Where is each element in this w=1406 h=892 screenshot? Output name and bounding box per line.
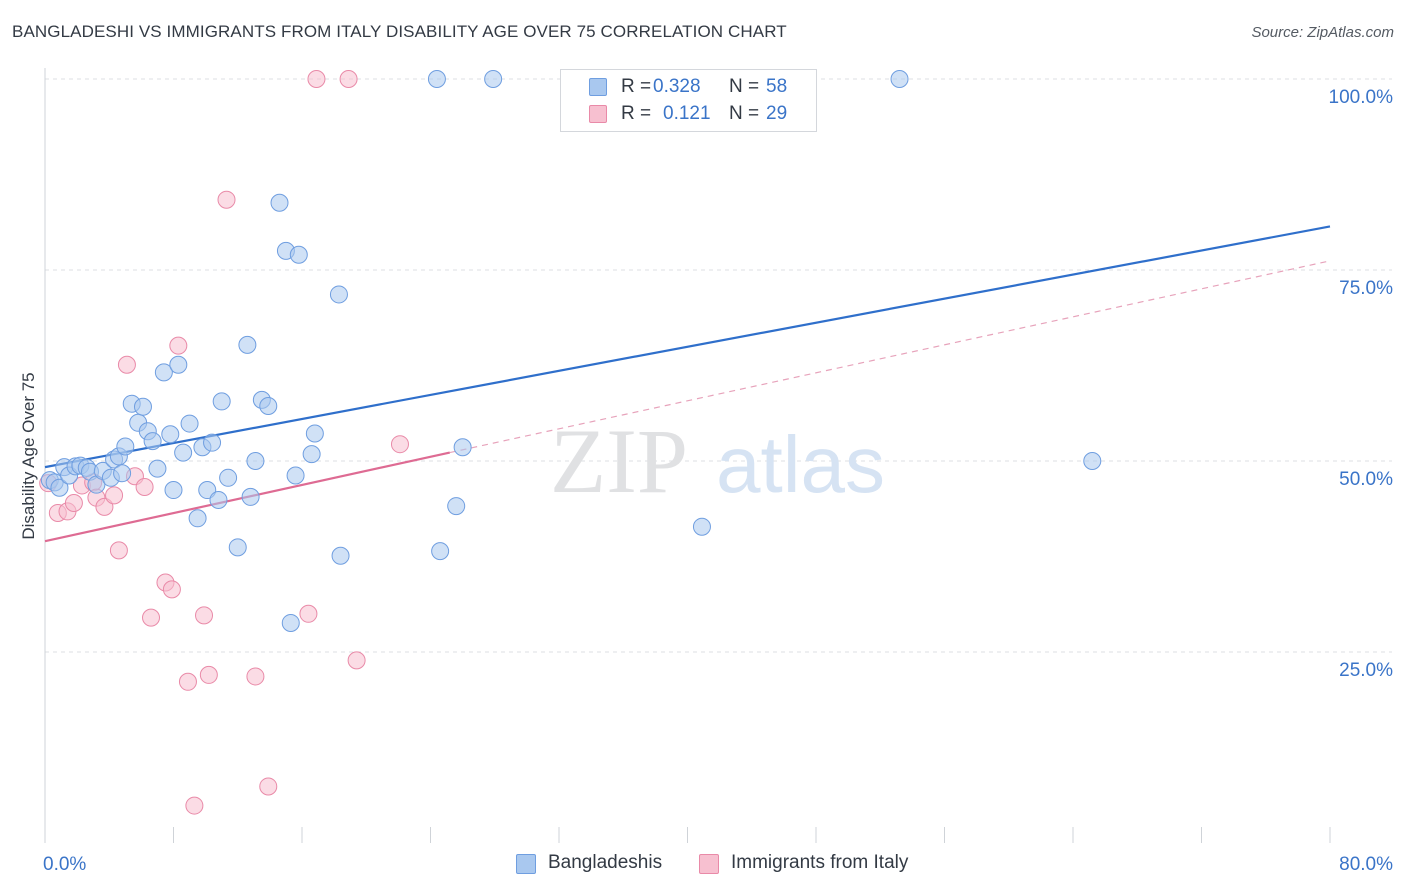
y-tick-label: 25.0% [1339, 660, 1393, 681]
point-bangladeshis [148, 459, 167, 478]
grid-lines [45, 78, 1392, 653]
point-bangladeshis [198, 481, 217, 500]
legend-n-label: N = [729, 76, 760, 97]
point-bangladeshis [692, 517, 711, 536]
point-italy [390, 435, 409, 454]
watermark-zip: ZIP [550, 410, 688, 512]
legend-n-label: N = [729, 103, 760, 124]
legend-swatch-italy [699, 854, 719, 874]
legend-label-italy: Immigrants from Italy [731, 852, 909, 873]
point-italy [135, 477, 154, 496]
point-bangladeshis [116, 437, 135, 456]
point-bangladeshis [164, 481, 183, 500]
legend-r-label: R = [621, 103, 652, 124]
tick-labels: 25.0% 50.0% 75.0% 100.0% 0.0% 80.0% [43, 87, 1393, 875]
point-bangladeshis [219, 468, 238, 487]
legend-swatch-bangladeshis [516, 854, 536, 874]
point-bangladeshis [890, 70, 909, 88]
point-bangladeshis [50, 478, 69, 497]
point-italy [246, 667, 265, 686]
x-tick-label: 0.0% [43, 854, 86, 875]
point-bangladeshis [484, 70, 503, 88]
point-bangladeshis [228, 538, 247, 557]
y-axis-label: Disability Age Over 75 [19, 372, 38, 539]
point-bangladeshis [431, 542, 450, 561]
data-points [39, 70, 1102, 815]
y-tick-label: 75.0% [1339, 278, 1393, 299]
point-italy [195, 606, 214, 625]
point-bangladeshis [161, 425, 180, 444]
point-italy [178, 672, 197, 691]
point-bangladeshis [1083, 452, 1102, 470]
point-italy [95, 497, 114, 516]
point-bangladeshis [289, 245, 308, 264]
point-bangladeshis [259, 396, 278, 415]
point-italy [64, 494, 83, 513]
point-bangladeshis [143, 432, 162, 451]
chart-title: BANGLADESHI VS IMMIGRANTS FROM ITALY DIS… [12, 22, 787, 41]
point-bangladeshis [113, 464, 132, 483]
legend-row-bangladeshis: R = 0.328 N = 58 [561, 74, 816, 100]
legend-row-italy: R = 0.121 N = 29 [561, 101, 816, 127]
y-tick-label: 100.0% [1329, 87, 1394, 108]
legend-label-bangladeshis: Bangladeshis [548, 852, 663, 873]
point-italy [299, 604, 318, 623]
point-italy [259, 777, 278, 796]
x-tick-label: 80.0% [1339, 854, 1393, 875]
correlation-legend: R = 0.328 N = 58 R = 0.121 N = 29 [560, 69, 817, 132]
point-italy [117, 355, 136, 374]
point-bangladeshis [154, 363, 173, 382]
point-italy [169, 336, 188, 355]
point-bangladeshis [241, 487, 260, 506]
point-bangladeshis [209, 490, 228, 509]
point-bangladeshis [286, 466, 305, 485]
legend-r-label: R = [621, 76, 652, 97]
point-italy [339, 70, 358, 88]
legend-r-value: 0.121 [663, 103, 711, 124]
legend-swatch-bangladeshis [589, 78, 607, 96]
point-italy [105, 486, 124, 505]
point-italy [185, 796, 204, 815]
point-italy [109, 541, 128, 560]
point-bangladeshis [302, 445, 321, 464]
y-tick-label: 50.0% [1339, 469, 1393, 490]
point-bangladeshis [174, 443, 193, 462]
trend-line-extension-1 [449, 260, 1331, 454]
point-bangladeshis [133, 397, 152, 416]
legend-r-value: 0.328 [653, 76, 701, 97]
legend-swatch-italy [589, 105, 607, 123]
point-bangladeshis [447, 497, 466, 516]
point-bangladeshis [246, 452, 265, 470]
point-bangladeshis [305, 424, 324, 443]
point-bangladeshis [212, 392, 231, 411]
chart-source: Source: ZipAtlas.com [1251, 24, 1394, 41]
point-bangladeshis [331, 546, 350, 565]
watermark-atlas: atlas [716, 420, 885, 509]
point-italy [162, 580, 181, 599]
point-bangladeshis [169, 355, 188, 374]
point-bangladeshis [270, 193, 289, 212]
trend-line-0 [44, 225, 1331, 469]
point-bangladeshis [203, 433, 222, 452]
point-bangladeshis [238, 335, 257, 354]
point-bangladeshis [329, 285, 348, 304]
point-bangladeshis [180, 414, 199, 433]
point-italy [199, 665, 218, 684]
point-bangladeshis [281, 613, 300, 632]
point-bangladeshis [453, 438, 472, 457]
point-italy [307, 70, 326, 88]
axes [44, 68, 1331, 843]
point-italy [217, 190, 236, 209]
point-bangladeshis [188, 509, 207, 528]
point-italy [142, 608, 161, 627]
point-italy [347, 651, 366, 670]
legend-n-value: 58 [766, 76, 788, 97]
point-bangladeshis [427, 70, 446, 88]
watermark: ZIP atlas [550, 410, 885, 512]
legend-n-value: 29 [766, 103, 788, 124]
